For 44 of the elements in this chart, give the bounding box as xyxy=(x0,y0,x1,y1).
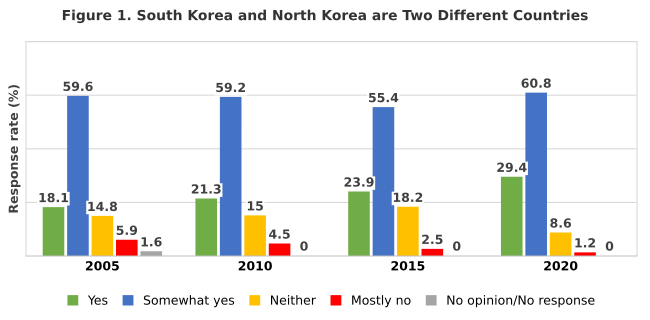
bar xyxy=(244,215,266,256)
data-label: 60.8 xyxy=(522,78,551,88)
data-label: 5.9 xyxy=(116,226,138,235)
data-label: 59.6 xyxy=(63,82,93,92)
data-label: 1.2 xyxy=(575,238,596,248)
bar xyxy=(422,248,444,256)
data-label: 2.5 xyxy=(422,234,443,244)
data-label: 14.8 xyxy=(88,202,118,212)
legend-label: No opinion/No response xyxy=(447,295,594,308)
data-label: 18.1 xyxy=(39,192,68,202)
legend-label: Mostly no xyxy=(352,295,411,308)
y-axis-title: Response rate (%) xyxy=(8,85,20,212)
data-label: 23.9 xyxy=(344,177,374,187)
bar xyxy=(372,107,394,256)
x-tick-label: 2010 xyxy=(238,261,272,271)
bar xyxy=(268,244,290,256)
data-label: 0 xyxy=(606,241,614,251)
legend-label: Yes xyxy=(88,296,108,305)
data-label: 1.6 xyxy=(142,237,162,247)
data-label: 0 xyxy=(453,241,461,251)
x-tick-label: 2015 xyxy=(391,261,424,271)
data-label: 55.4 xyxy=(368,93,398,102)
bar xyxy=(67,96,89,256)
bar xyxy=(42,207,64,256)
data-label: 29.4 xyxy=(497,162,527,172)
bar xyxy=(525,92,547,256)
bar xyxy=(116,240,138,256)
legend-label: Neither xyxy=(270,295,316,305)
bar xyxy=(195,198,218,256)
data-label: 8.6 xyxy=(550,218,572,228)
bar xyxy=(220,96,242,256)
chart-title: Figure 1. South Korea and North Korea are Two Different Countries xyxy=(62,10,588,24)
data-label: 15 xyxy=(248,201,263,211)
data-label: 4.5 xyxy=(269,229,290,239)
data-label: 59.2 xyxy=(216,82,246,92)
bar xyxy=(500,176,523,256)
data-label: 21.3 xyxy=(192,184,221,194)
x-tick-label: 2005 xyxy=(86,261,119,271)
x-tick-label: 2020 xyxy=(544,261,578,271)
bar xyxy=(550,232,572,256)
data-label: 0 xyxy=(300,241,308,251)
bar xyxy=(348,192,370,256)
data-label: 18.2 xyxy=(394,192,422,202)
legend-label: Somewhat yes xyxy=(144,295,234,308)
